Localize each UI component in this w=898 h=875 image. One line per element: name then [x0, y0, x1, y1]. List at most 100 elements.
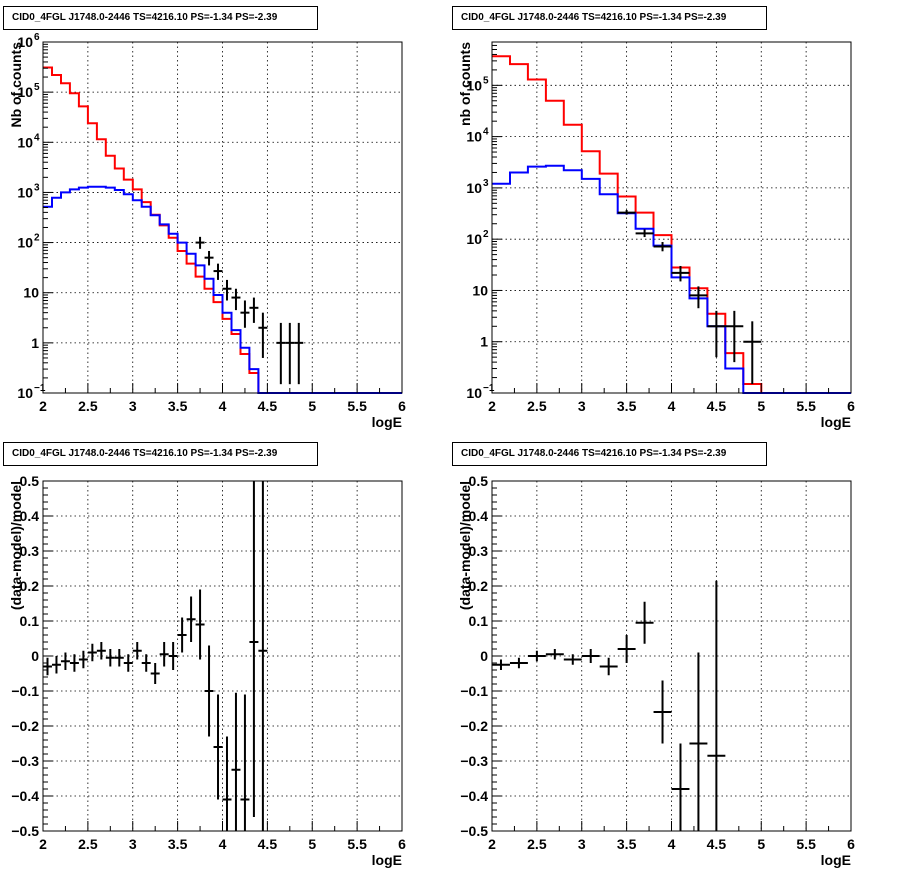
x-axis-label: logE: [821, 414, 851, 430]
y-axis-label: (data-model)/model: [457, 481, 473, 610]
x-tick-label: 3.5: [168, 836, 188, 852]
data-point: [195, 236, 205, 249]
data-point: [213, 694, 223, 800]
y-tick-label: −0.2: [11, 718, 39, 734]
panel-title: CID0_4FGL J1748.0-2446 TS=4216.10 PS=-1.…: [452, 442, 767, 466]
x-tick-label: 2: [488, 836, 496, 852]
x-tick-label: 6: [847, 398, 855, 414]
data-point: [222, 279, 232, 301]
y-tick-label: 10: [17, 134, 33, 150]
series-2: [617, 210, 762, 384]
grid: [43, 42, 402, 393]
data-point: [285, 322, 295, 385]
y-tick-exponent: 6: [34, 32, 40, 43]
x-tick-label: 2.5: [527, 398, 547, 414]
data-point: [545, 649, 564, 660]
data-point: [213, 263, 223, 280]
data-point: [276, 322, 286, 385]
data-point: [689, 652, 708, 831]
y-tick-exponent: −1: [34, 383, 46, 394]
x-tick-label: 4.5: [707, 836, 727, 852]
grid: [43, 481, 402, 831]
data-point: [249, 297, 259, 323]
data-point: [492, 659, 510, 670]
y-axis-label: nb of counts: [457, 42, 473, 126]
x-tick-label: 4.5: [707, 398, 727, 414]
data-point: [249, 481, 259, 817]
panel-bottom-left: CID0_4FGL J1748.0-2446 TS=4216.10 PS=-1.…: [0, 437, 449, 875]
data-point: [231, 692, 241, 831]
y-tick-exponent: 2: [34, 233, 40, 244]
data-point: [114, 649, 124, 667]
x-tick-label: 2.5: [527, 836, 547, 852]
x-tick-label: 4: [219, 836, 227, 852]
y-tick-label: 0: [480, 648, 488, 664]
histogram-line: [492, 55, 851, 394]
y-axis: −0.5 −0.4 −0.3 −0.2 −0.1 0 0.1 0.2 0.3 0.4 0.5(dat…: [8, 473, 53, 839]
y-tick-label: 10: [466, 77, 482, 93]
x-tick-label: 5.5: [347, 398, 367, 414]
y-tick-label: 0.2: [469, 578, 489, 594]
data-point: [653, 680, 672, 744]
data-point: [258, 312, 268, 358]
residuals-coarse: 2 2.5 3 3.5 4 4.5 5 5.5 6logE−0.5−0.4−0.3−0.2−0.…: [457, 473, 855, 868]
data-point: [177, 617, 187, 653]
data-point: [240, 300, 250, 328]
y-axis-label: (data-model)/model: [8, 481, 24, 610]
y-tick-label: 1: [480, 334, 488, 350]
data-point: [186, 596, 196, 642]
y-tick-label: 0.4: [20, 508, 40, 524]
data-point: [707, 580, 726, 831]
data-point: [653, 242, 672, 252]
y-tick-label: 10: [472, 282, 488, 298]
data-point: [69, 654, 79, 672]
y-tick-label: −0.5: [460, 823, 488, 839]
x-tick-label: 3.5: [168, 398, 188, 414]
y-tick-label: −0.5: [11, 823, 39, 839]
data-point: [159, 642, 169, 667]
data-point: [707, 310, 726, 358]
panel-title: CID0_4FGL J1748.0-2446 TS=4216.10 PS=-1.…: [3, 6, 318, 30]
x-tick-label: 6: [398, 836, 406, 852]
residuals-fine: 2 2.5 3 3.5 4 4.5 5 5.5 6logE−0.5−0.4−0.3−0.2−0.…: [8, 473, 406, 868]
y-tick-exponent: 3: [34, 182, 40, 193]
data-point: [204, 250, 214, 266]
y-tick-label: 10: [17, 34, 33, 50]
x-tick-label: 5: [757, 836, 765, 852]
y-tick-exponent: −1: [483, 383, 495, 394]
data-point: [671, 743, 690, 831]
x-tick-label: 5: [308, 836, 316, 852]
x-tick-label: 4: [219, 398, 227, 414]
y-tick-label: 10: [466, 231, 482, 247]
data-point: [509, 657, 528, 669]
data-point: [599, 657, 618, 676]
data-point: [240, 694, 250, 831]
data-point: [671, 265, 690, 282]
x-tick-label: 6: [398, 398, 406, 414]
y-tick-exponent: 4: [34, 132, 40, 143]
data-point: [132, 642, 142, 660]
data-point: [689, 286, 708, 309]
data-point: [527, 650, 546, 662]
data-point: [222, 736, 232, 831]
x-tick-label: 2: [39, 836, 47, 852]
y-tick-label: 1: [31, 335, 39, 351]
x-tick-label: 3: [129, 398, 137, 414]
x-tick-label: 5: [757, 398, 765, 414]
data-point: [743, 321, 762, 384]
data-point: [204, 645, 214, 737]
x-tick-label: 4: [668, 398, 676, 414]
data-point: [231, 288, 241, 311]
data-point: [563, 654, 582, 665]
x-tick-label: 3.5: [617, 398, 637, 414]
y-tick-label: 10: [466, 180, 482, 196]
x-tick-label: 4: [668, 836, 676, 852]
data-point: [60, 652, 70, 670]
x-axis-label: logE: [372, 852, 402, 868]
y-tick-label: −0.3: [460, 753, 488, 769]
y-tick-label: 0.5: [20, 473, 40, 489]
x-tick-label: 3: [129, 836, 137, 852]
data-point: [195, 589, 205, 660]
y-tick-exponent: 2: [483, 229, 489, 240]
